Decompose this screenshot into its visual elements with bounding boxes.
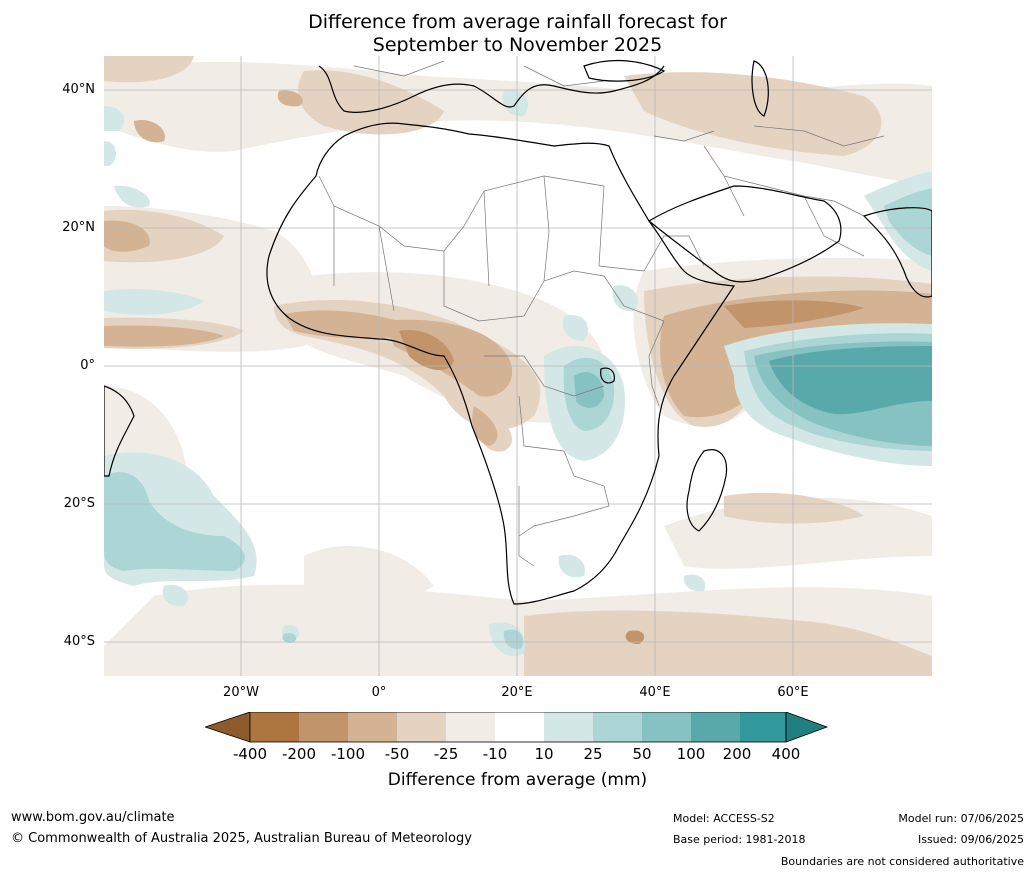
legend-caption: Difference from average (mm) (387, 770, 648, 790)
legend-tick: -400 (232, 745, 268, 763)
country-boundaries (318, 60, 885, 567)
legend-tick: -25 (433, 745, 459, 763)
lat-label-40s: 40°S (63, 634, 95, 649)
legend-swatch (740, 712, 786, 742)
boundaries-disclaimer: Boundaries are not considered authoritat… (780, 855, 1024, 868)
lon-label-40e: 40°E (639, 685, 671, 700)
anomaly-extreme-wet-areas (769, 346, 932, 415)
legend-swatch (642, 712, 691, 742)
legend-tick: 100 (676, 745, 706, 763)
model-run-date: Model run: 07/06/2025 (898, 812, 1024, 825)
anomaly-very-dry-areas (399, 300, 864, 644)
legend-swatch (691, 712, 740, 742)
legend-tick: -100 (330, 745, 366, 763)
map-title-line1: Difference from average rainfall forecas… (308, 11, 727, 33)
graticule (104, 56, 932, 676)
legend-tick: -50 (384, 745, 410, 763)
lon-label-20w: 20°W (223, 685, 259, 700)
lat-label-20s: 20°S (63, 496, 95, 511)
legend-swatch (299, 712, 348, 742)
lon-label-20e: 20°E (501, 685, 533, 700)
legend-tick: 25 (583, 745, 603, 763)
lat-label-0: 0° (80, 358, 95, 373)
lat-label-40n: 40°N (62, 82, 95, 97)
legend-swatch (544, 712, 593, 742)
issued-date: Issued: 09/06/2025 (917, 833, 1024, 846)
coastlines (104, 59, 932, 605)
legend-swatch (495, 712, 544, 742)
colorbar-legend (205, 712, 829, 743)
base-period: Base period: 1981-2018 (673, 833, 806, 846)
legend-tick: 10 (534, 745, 554, 763)
legend-tick: 200 (722, 745, 752, 763)
legend-tick: -10 (482, 745, 508, 763)
map-title-line2: September to November 2025 (372, 34, 663, 56)
lon-label-0: 0° (371, 685, 387, 700)
legend-tick: 50 (632, 745, 652, 763)
lon-label-60e: 60°E (777, 685, 809, 700)
legend-swatch (446, 712, 495, 742)
model-name: Model: ACCESS-S2 (673, 812, 775, 825)
legend-swatch (593, 712, 642, 742)
legend-swatch (250, 712, 299, 742)
rainfall-difference-map (104, 56, 932, 676)
website-link[interactable]: www.bom.gov.au/climate (11, 810, 175, 825)
copyright-text: © Commonwealth of Australia 2025, Austra… (11, 831, 472, 846)
legend-swatch (397, 712, 446, 742)
lat-label-20n: 20°N (62, 220, 95, 235)
legend-tick: -200 (281, 745, 317, 763)
legend-swatch (348, 712, 397, 742)
anomaly-dry-areas (104, 90, 932, 446)
legend-arrow-low (205, 712, 251, 743)
legend-arrow-high (785, 712, 829, 743)
legend-tick: 400 (771, 745, 801, 763)
